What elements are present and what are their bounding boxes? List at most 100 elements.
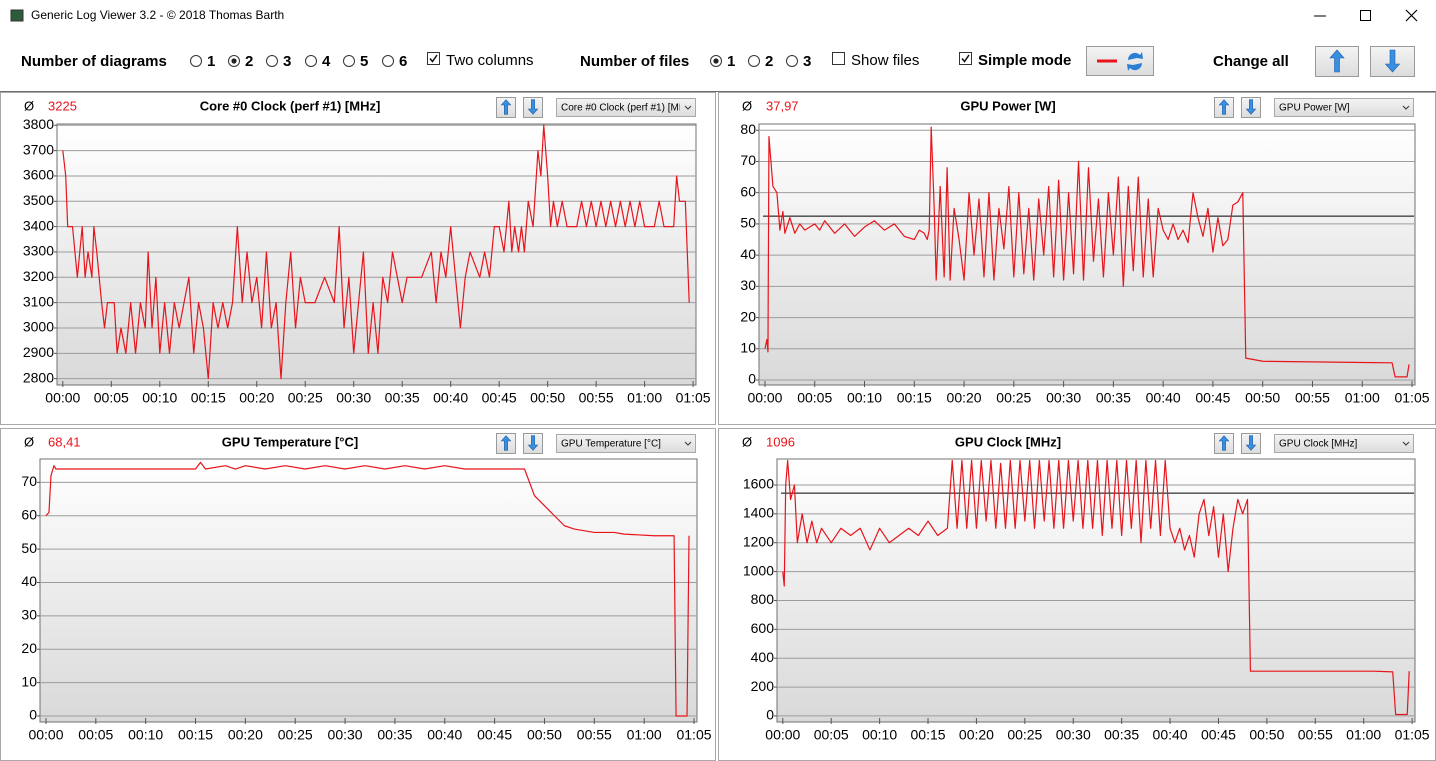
x-tick-label: 00:25 [278, 727, 313, 743]
channel-dropdown[interactable] [1274, 434, 1414, 453]
move-up-all-button-icon [1329, 49, 1345, 73]
x-tick-label: 00:40 [427, 727, 462, 743]
simple-mode-label: Simple mode [978, 52, 1071, 69]
x-tick-label: 00:40 [1153, 727, 1188, 743]
x-tick-label: 00:05 [797, 390, 832, 406]
diagram-count-option: 6 [399, 53, 407, 70]
show-files-checkbox[interactable] [832, 52, 845, 65]
two-columns-label: Two columns [446, 52, 534, 69]
simple-mode-checkbox-mark [961, 54, 970, 63]
y-tick-label: 400 [751, 649, 775, 665]
x-tick-label: 01:05 [676, 727, 711, 743]
x-tick-label: 00:40 [1146, 390, 1181, 406]
dropdown-chevron [1402, 105, 1410, 110]
y-tick-label: 200 [751, 678, 775, 694]
x-tick-label: 01:05 [1395, 727, 1430, 743]
simple-mode-checkbox[interactable] [959, 52, 972, 65]
x-tick-label: 00:45 [482, 390, 517, 406]
diagram-count-radio[interactable] [190, 55, 202, 67]
data-line [764, 126, 1410, 378]
channel-dropdown[interactable] [1274, 98, 1414, 117]
file-count-radio[interactable] [786, 55, 798, 67]
diagram-title: GPU Temperature [°C] [222, 434, 358, 449]
y-tick-label: 1600 [743, 476, 774, 492]
x-tick-label: 00:20 [947, 390, 982, 406]
diagram-count-radio[interactable] [382, 55, 394, 67]
diagram-count-option: 2 [245, 53, 253, 70]
change-all-label: Change all [1213, 53, 1289, 70]
move-up-button-icon [500, 435, 512, 451]
diagram-title: GPU Power [W] [960, 98, 1055, 113]
y-tick-label: 3800 [23, 116, 54, 132]
diagram-count-radio[interactable] [343, 55, 355, 67]
diagram-title: GPU Clock [MHz] [955, 434, 1061, 449]
x-tick-label: 00:25 [996, 390, 1031, 406]
move-down-button-icon [527, 435, 539, 451]
diagram-panel: Ø 68,41 GPU Temperature [°C] GPU Temperatur… [0, 428, 716, 761]
x-tick-label: 00:55 [1298, 727, 1333, 743]
x-tick-label: 00:05 [94, 390, 129, 406]
diagram-count-radio[interactable] [266, 55, 278, 67]
y-tick-label: 800 [751, 591, 775, 607]
show-files-label: Show files [851, 52, 919, 69]
x-tick-label: 00:10 [862, 727, 897, 743]
dropdown-chevron [1402, 441, 1410, 446]
dropdown-text: GPU Clock [MHz] [1279, 439, 1358, 450]
diagram-count-option: 1 [207, 53, 215, 70]
average-symbol: Ø [742, 98, 752, 113]
average-symbol: Ø [24, 434, 34, 449]
y-tick-label: 80 [740, 121, 756, 137]
y-tick-label: 1400 [743, 505, 774, 521]
file-count-option: 1 [727, 53, 735, 70]
x-tick-label: 00:50 [1249, 727, 1284, 743]
y-tick-label: 10 [21, 673, 37, 689]
maximize-button[interactable] [1360, 10, 1371, 21]
x-tick-label: 00:50 [530, 390, 565, 406]
diagram-count-radio[interactable] [305, 55, 317, 67]
x-tick-label: 00:15 [897, 390, 932, 406]
channel-dropdown[interactable] [556, 434, 696, 453]
y-tick-label: 3600 [23, 167, 54, 183]
move-up-button-icon [1218, 99, 1230, 115]
y-tick-label: 0 [766, 707, 774, 723]
file-count-radio[interactable] [748, 55, 760, 67]
line-style-button[interactable] [1086, 46, 1154, 76]
x-tick-label: 00:25 [1007, 727, 1042, 743]
diagram-panel: Ø 37,97 GPU Power [W] GPU Power [W] 0 10 20 30 4… [718, 92, 1436, 425]
x-tick-label: 00:00 [747, 390, 782, 406]
x-tick-label: 00:05 [78, 727, 113, 743]
y-tick-label: 30 [21, 607, 37, 623]
app-icon [10, 9, 24, 22]
diagram-title: Core #0 Clock (perf #1) [MHz] [200, 98, 381, 113]
x-tick-label: 00:20 [228, 727, 263, 743]
close-button[interactable] [1405, 9, 1418, 22]
plot-area [758, 123, 1416, 386]
dropdown-text: GPU Power [W] [1279, 103, 1350, 114]
x-tick-label: 01:00 [1345, 390, 1380, 406]
average-value: 3225 [48, 98, 77, 113]
y-tick-label: 0 [748, 371, 756, 387]
y-tick-label: 3100 [23, 293, 54, 309]
dropdown-chevron [684, 105, 692, 110]
x-tick-label: 00:30 [336, 390, 371, 406]
x-tick-label: 01:00 [627, 390, 662, 406]
x-tick-label: 00:55 [579, 390, 614, 406]
toolbar: Number of diagrams 1 2 3 4 5 6 Two columns Numbe… [21, 46, 1415, 77]
x-tick-label: 00:55 [1295, 390, 1330, 406]
x-tick-label: 00:40 [433, 390, 468, 406]
y-tick-label: 60 [740, 183, 756, 199]
y-tick-label: 50 [740, 215, 756, 231]
dropdown-text: GPU Temperature [°C] [561, 439, 661, 450]
y-tick-label: 600 [751, 620, 775, 636]
y-tick-label: 3000 [23, 319, 54, 335]
two-columns-checkbox[interactable] [427, 52, 440, 65]
file-count-option: 3 [803, 53, 811, 70]
diagram-panel: Ø 3225 Core #0 Clock (perf #1) [MHz] Core #… [0, 92, 716, 425]
x-tick-label: 00:10 [142, 390, 177, 406]
x-tick-label: 00:35 [1096, 390, 1131, 406]
x-tick-label: 00:55 [577, 727, 612, 743]
y-tick-label: 50 [21, 540, 37, 556]
y-tick-label: 3200 [23, 268, 54, 284]
channel-dropdown[interactable] [556, 98, 696, 117]
file-count-radio-dot [713, 58, 719, 64]
